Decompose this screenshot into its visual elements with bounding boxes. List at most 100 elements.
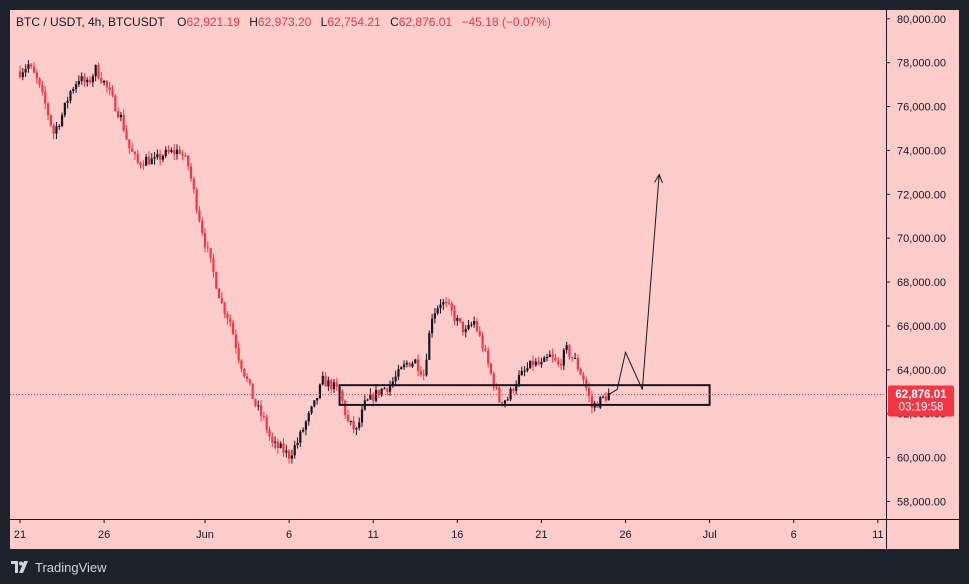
candle-bullish — [428, 333, 431, 360]
candle-bearish — [422, 374, 425, 376]
candle-bearish — [189, 166, 193, 179]
candle-bearish — [35, 72, 38, 79]
drawing-zone[interactable] — [338, 384, 711, 406]
candle-bullish — [545, 356, 549, 358]
high-label: H — [249, 15, 258, 29]
candle-bearish — [215, 272, 218, 289]
candle-bullish — [150, 158, 153, 165]
candle-bullish — [430, 318, 434, 334]
candle-bearish — [223, 302, 226, 314]
candle-bullish — [360, 409, 364, 423]
candle-bearish — [100, 78, 103, 83]
candle-bullish — [327, 380, 330, 387]
time-axis[interactable] — [10, 519, 959, 549]
candle-bearish — [554, 357, 557, 361]
candle-bearish — [178, 149, 181, 154]
candle-bearish — [408, 362, 411, 367]
candle-bearish — [585, 380, 588, 389]
candle-bearish — [487, 350, 490, 364]
candle-bullish — [175, 149, 179, 154]
candle-bearish — [128, 139, 131, 149]
candle-bullish — [436, 308, 439, 314]
candle-bearish — [114, 95, 117, 112]
candles — [18, 60, 610, 464]
candle-bearish — [531, 360, 535, 366]
candle-bullish — [355, 427, 358, 430]
candle-bullish — [470, 324, 473, 326]
candle-bearish — [576, 357, 579, 370]
candle-bullish — [318, 384, 322, 398]
candle-bullish — [58, 126, 61, 128]
price-tick-label: 74,000.00 — [897, 145, 946, 157]
candle-bullish — [274, 441, 277, 443]
candle-bearish — [131, 148, 134, 152]
candle-bearish — [276, 441, 280, 449]
open-label: O — [177, 15, 187, 29]
projection-path[interactable] — [608, 174, 660, 395]
candle-bullish — [464, 329, 467, 333]
close-label: C — [390, 15, 399, 29]
candle-bearish — [344, 400, 347, 415]
candle-bearish — [335, 382, 338, 387]
candle-bearish — [419, 370, 422, 375]
candle-bullish — [391, 381, 394, 386]
candle-bullish — [503, 400, 507, 404]
candle-bearish — [492, 373, 495, 388]
candle-bearish — [187, 155, 190, 167]
candle-bullish — [601, 396, 605, 398]
price-tick-label: 60,000.00 — [897, 453, 946, 465]
candle-bearish — [377, 389, 380, 396]
candle-bullish — [310, 406, 313, 414]
candle-bullish — [439, 304, 442, 309]
candle-bearish — [117, 111, 120, 118]
candle-bullish — [369, 394, 372, 400]
candle-bullish — [304, 421, 308, 430]
candle-bullish — [414, 359, 417, 364]
candle-bearish — [248, 379, 251, 384]
drawing-projection[interactable] — [608, 173, 663, 395]
candle-bearish — [220, 298, 223, 303]
candle-bullish — [358, 422, 361, 428]
candle-bullish — [473, 321, 476, 325]
candle-bearish — [590, 396, 593, 408]
candle-bearish — [557, 360, 560, 364]
tradingview-logo-icon — [11, 561, 28, 573]
candle-bearish — [49, 115, 52, 126]
tradingview-logo[interactable]: TradingView — [11, 558, 107, 576]
candle-bearish — [330, 380, 333, 390]
candle-bullish — [60, 115, 64, 127]
candle-bearish — [83, 76, 86, 83]
candle-bullish — [27, 64, 30, 69]
candle-bearish — [271, 436, 274, 443]
candle-bearish — [481, 335, 484, 349]
candle-bearish — [461, 321, 465, 333]
candle-bearish — [226, 313, 229, 319]
candle-bearish — [46, 103, 50, 116]
candle-bearish — [142, 165, 145, 167]
candle-bearish — [512, 388, 515, 391]
candle-bullish — [299, 431, 302, 443]
symbol-legend[interactable]: BTC / USDT, 4h, BTCUSDT O62,921.19 H62,9… — [16, 15, 557, 29]
price-axis[interactable] — [886, 10, 959, 519]
candle-bullish — [534, 361, 537, 366]
zone-rectangle[interactable] — [338, 384, 711, 406]
candle-bearish — [484, 348, 487, 351]
projection-arrowhead — [654, 173, 663, 184]
candle-bearish — [234, 334, 237, 348]
candle-bearish — [262, 415, 265, 417]
candle-bullish — [119, 114, 123, 118]
candle-bearish — [147, 156, 151, 165]
candle-bullish — [290, 455, 294, 459]
candle-bearish — [453, 310, 456, 321]
candle-bullish — [523, 370, 526, 372]
plot-area[interactable] — [10, 10, 886, 519]
candle-bearish — [122, 114, 125, 131]
candle-bullish — [467, 324, 470, 330]
candle-bearish — [30, 64, 33, 67]
tradingview-brand: TradingView — [35, 559, 107, 575]
candle-bearish — [18, 71, 22, 77]
price-tag-box — [888, 385, 954, 417]
candle-bullish — [433, 313, 436, 319]
